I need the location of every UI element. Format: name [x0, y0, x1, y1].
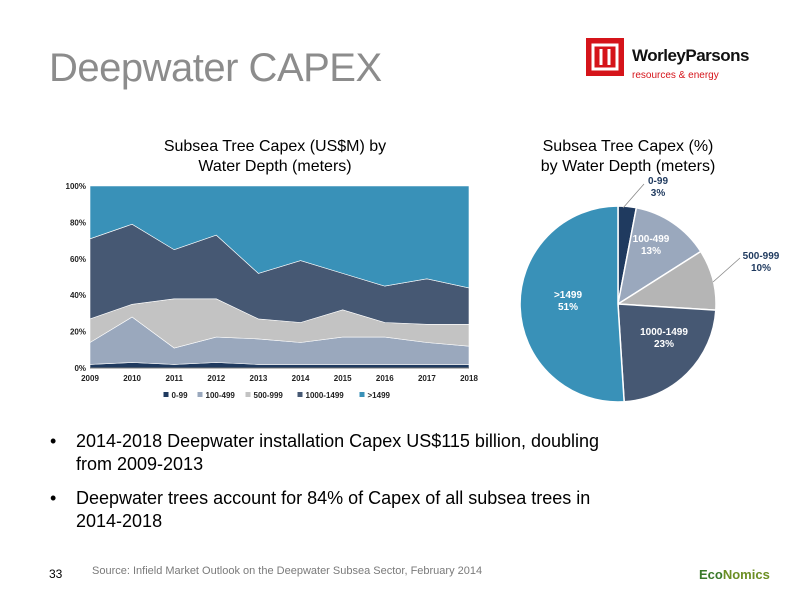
x-tick-label: 2014: [292, 374, 310, 383]
legend-label: 1000-1499: [306, 391, 345, 400]
pie-pct-label: 51%: [558, 302, 578, 313]
pie-slice-1: [616, 206, 702, 306]
pie-chart-title: Subsea Tree Capex (%) by Water Depth (me…: [508, 137, 748, 177]
area-series-4: [89, 185, 470, 289]
pie-pct-label: 10%: [751, 263, 771, 274]
leader-line: [712, 257, 741, 283]
y-tick-label: 80%: [70, 218, 86, 227]
area-chart-title-line2: Water Depth (meters): [198, 158, 352, 175]
x-tick-label: 2013: [250, 374, 268, 383]
x-tick-label: 2011: [166, 374, 184, 383]
y-tick-label: 40%: [70, 291, 86, 300]
area-chart-title: Subsea Tree Capex (US$M) by Water Depth …: [120, 137, 430, 177]
logo-tagline: resources & energy: [632, 70, 719, 81]
stacked-area-chart: 0% 20% 40% 60% 80% 100% 2009 2010 2011 2012 2013 20…: [66, 182, 479, 400]
pie-slice-3: [617, 303, 717, 403]
legend-label: 100-499: [206, 391, 236, 400]
legend-swatch: [297, 392, 303, 397]
pie-slice-4: [519, 205, 625, 403]
leader-line: [622, 183, 645, 209]
legend-label: 0-99: [172, 391, 189, 400]
pie-chart-title-line1: Subsea Tree Capex (%): [542, 138, 714, 155]
x-tick-label: 2010: [123, 374, 141, 383]
brand-prefix: Eco: [699, 567, 723, 582]
y-tick-label: 60%: [70, 255, 86, 264]
x-tick-label: 2016: [376, 374, 394, 383]
legend-swatch: [197, 392, 203, 397]
worleyparsons-logo-icon: [586, 38, 624, 76]
pie-label: >1499: [554, 290, 583, 301]
economics-brand: EcoNomics: [699, 567, 770, 582]
source-note: Source: Infield Market Outlook on the De…: [92, 565, 483, 577]
logo-name: WorleyParsons: [632, 46, 749, 65]
x-tick-label: 2012: [207, 374, 225, 383]
worleyparsons-logo: WorleyParsons resources & energy: [586, 38, 786, 88]
legend-label: 500-999: [254, 391, 284, 400]
pie-chart-title-line2: by Water Depth (meters): [540, 158, 716, 175]
x-tick-label: 2017: [418, 374, 436, 383]
bullet-item: 2014-2018 Deepwater installation Capex U…: [48, 430, 608, 476]
legend-swatch: [359, 392, 365, 397]
legend-swatch: [245, 392, 251, 397]
bullet-list: 2014-2018 Deepwater installation Capex U…: [48, 430, 608, 544]
legend-label: >1499: [368, 391, 391, 400]
bullet-item: Deepwater trees account for 84% of Capex…: [48, 487, 608, 533]
y-tick-label: 100%: [66, 182, 86, 191]
pie-pct-label: 23%: [654, 339, 674, 350]
page-number: 33: [49, 567, 63, 581]
x-tick-label: 2009: [81, 374, 99, 383]
legend-swatch: [163, 392, 169, 397]
x-tick-label: 2018: [460, 374, 478, 383]
pie-label: 100-499: [633, 234, 670, 245]
pie-label: 500-999: [743, 251, 780, 262]
pie-pct-label: 13%: [641, 246, 661, 257]
area-chart-title-line1: Subsea Tree Capex (US$M) by: [163, 138, 387, 155]
y-tick-label: 0%: [74, 364, 86, 373]
pie-label: 0-99: [648, 176, 668, 187]
pie-label: 1000-1499: [640, 327, 688, 338]
pie-pct-label: 3%: [651, 188, 666, 199]
slide-title: Deepwater CAPEX: [49, 46, 382, 90]
brand-suffix: Nomics: [722, 567, 770, 582]
y-tick-label: 20%: [70, 328, 86, 337]
x-tick-label: 2015: [334, 374, 352, 383]
